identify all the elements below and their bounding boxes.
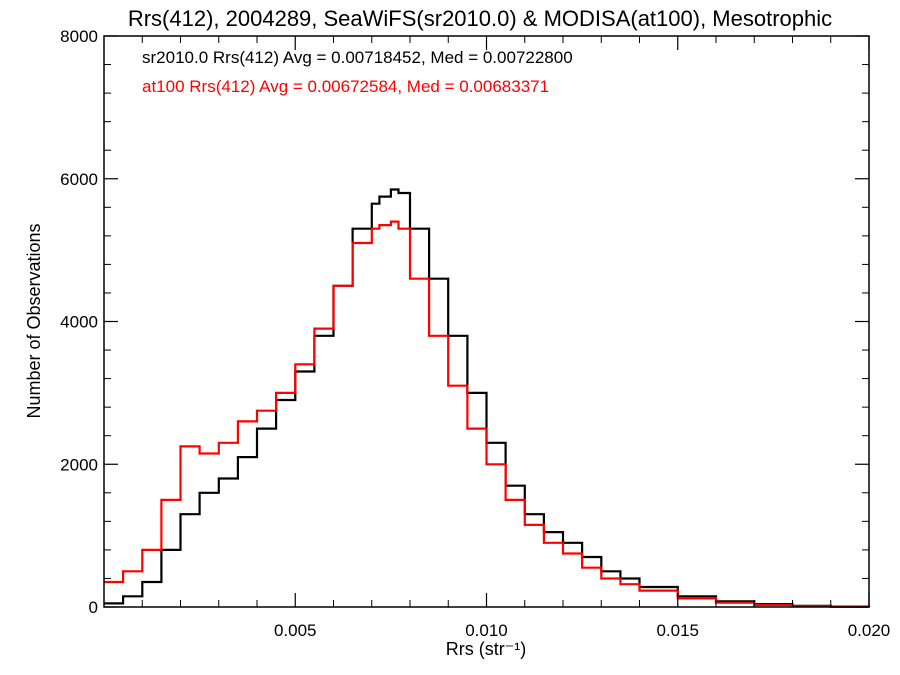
x-axis-label: Rrs (str⁻¹) (446, 639, 526, 659)
y-tick-label: 0 (89, 598, 98, 617)
y-tick-label: 8000 (60, 27, 98, 46)
annotation-at100: at100 Rrs(412) Avg = 0.00672584, Med = 0… (142, 77, 549, 96)
histogram-series-1 (104, 220, 871, 608)
y-tick-label: 4000 (60, 313, 98, 332)
ticks-layer: 0.005 0.010 0.015 0.020 0 2000 4000 6000 8000 (60, 27, 890, 640)
y-tick-label: 6000 (60, 170, 98, 189)
chart-title: Rrs(412), 2004289, SeaWiFS(sr2010.0) & M… (128, 6, 832, 31)
series-layer (104, 188, 871, 608)
x-tick-label: 0.010 (465, 621, 508, 640)
histogram-series-0 (104, 188, 871, 608)
plot-frame (103, 35, 870, 608)
x-tick-label: 0.005 (274, 621, 317, 640)
x-tick-label: 0.020 (848, 621, 891, 640)
y-tick-label: 2000 (60, 455, 98, 474)
x-tick-label: 0.015 (656, 621, 699, 640)
plot-area: 0.005 0.010 0.015 0.020 0 2000 4000 6000 8000 (60, 27, 890, 640)
annotation-sr2010: sr2010.0 Rrs(412) Avg = 0.00718452, Med … (142, 48, 573, 67)
y-axis-label: Number of Observations (24, 223, 44, 418)
